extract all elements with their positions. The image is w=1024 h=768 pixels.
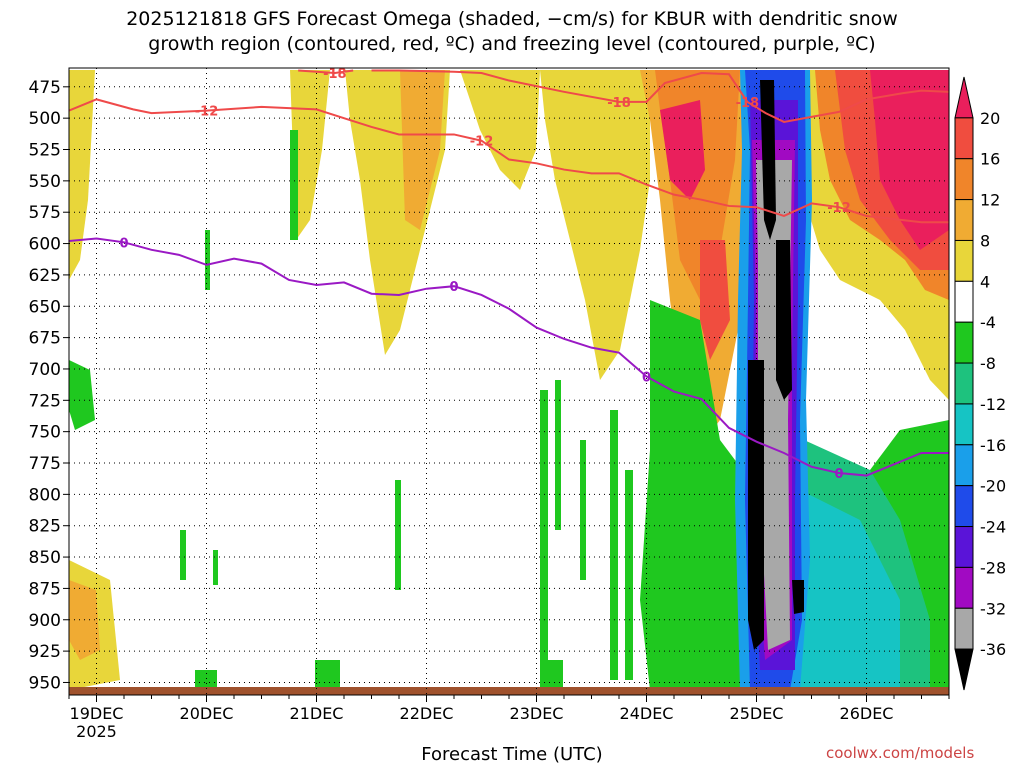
dgz-contour-minus18-main-label: -18 <box>736 96 760 111</box>
x-tick-label: 26DEC <box>840 704 894 723</box>
colorbar-bin <box>954 526 974 568</box>
colorbar-bin <box>954 158 974 201</box>
colorbar-bin <box>954 239 974 282</box>
freezing-level-contour-label: 0 <box>834 467 843 482</box>
dgz-contour-minus12-label: -12 <box>195 105 219 120</box>
y-tick-label: 850 <box>29 548 61 568</box>
colorbar-tick-label: -36 <box>980 640 1006 659</box>
x-axis: 19DEC 20DEC 21DEC 22DEC 23DEC 24DEC 25DEC 26DEC… <box>68 695 950 741</box>
y-tick-label: 725 <box>29 391 61 411</box>
colorbar-tick-label: -20 <box>980 477 1006 496</box>
y-tick-label: 650 <box>29 297 61 317</box>
y-tick-label: 500 <box>29 109 61 129</box>
dgz-contour-minus18-left <box>298 69 354 75</box>
x-tick-label: 19DEC <box>70 704 124 723</box>
colorbar-bin <box>954 485 974 528</box>
dgz-contour-minus12 <box>69 98 949 224</box>
colorbar-tick-label: -8 <box>980 354 996 373</box>
x-year-label: 2025 <box>76 722 117 741</box>
colorbar-tick-label: -16 <box>980 436 1006 455</box>
colorbar-bin <box>954 117 974 160</box>
y-tick-label: 675 <box>29 329 61 349</box>
x-tick-label: 20DEC <box>180 704 234 723</box>
contour-lines: -12 -12 -12 -18 -18 -18 0 0 0 0 <box>69 67 949 482</box>
y-tick-label: 525 <box>29 141 61 161</box>
colorbar-bin <box>954 403 974 446</box>
colorbar-tick-label: -12 <box>980 395 1006 414</box>
freezing-level-contour-label: 0 <box>642 370 651 385</box>
colorbar-tick-label: 16 <box>980 150 1000 169</box>
x-tick-label: 23DEC <box>510 704 564 723</box>
y-tick-label: 625 <box>29 266 61 286</box>
y-tick-label: 475 <box>29 78 61 98</box>
colorbar-tick-label: 4 <box>980 272 990 291</box>
freezing-level-contour-label: 0 <box>119 236 128 251</box>
y-tick-label: 700 <box>29 360 61 380</box>
y-tick-label: 600 <box>29 235 61 255</box>
y-tick-label: 550 <box>29 172 61 192</box>
y-tick-label: 800 <box>29 485 61 505</box>
colorbar-bin <box>954 199 974 241</box>
colorbar-tick-label: -28 <box>980 558 1006 577</box>
y-tick-label: 750 <box>29 423 61 443</box>
colorbar-top-triangle <box>954 76 974 119</box>
y-tick-label: 950 <box>29 673 61 693</box>
colorbar-tick-label: -32 <box>980 599 1006 618</box>
freezing-level-contour-label: 0 <box>449 280 458 295</box>
colorbar-bin <box>954 607 974 650</box>
credit-text: coolwx.com/models <box>826 744 975 762</box>
colorbar-tick-label: 20 <box>980 109 1000 128</box>
dgz-contour-minus12-label: -12 <box>470 135 494 150</box>
colorbar-bin <box>954 280 974 323</box>
dgz-contour-minus18-main <box>371 69 949 123</box>
x-tick-label: 22DEC <box>400 704 454 723</box>
y-tick-label: 775 <box>29 454 61 474</box>
x-tick-label: 24DEC <box>620 704 674 723</box>
y-tick-label: 575 <box>29 203 61 223</box>
colorbar-tick-label: -4 <box>980 313 996 332</box>
chart-title-line-1: 2025121818 GFS Forecast Omega (shaded, −… <box>126 8 898 30</box>
omega-shading <box>69 70 949 690</box>
x-tick-label: 21DEC <box>290 704 344 723</box>
grid-lines <box>69 68 949 695</box>
colorbar: 20 16 12 8 4 -4 -8 -12 -16 -20 -24 -28 -32 -36 <box>954 76 1006 691</box>
y-tick-label: 875 <box>29 579 61 599</box>
freezing-level-contour <box>69 237 949 477</box>
y-axis: 475 500 525 550 575 600 625 650 675 700 725 750 775 8… <box>29 78 69 693</box>
y-tick-label: 825 <box>29 517 61 537</box>
colorbar-bin <box>954 321 974 364</box>
y-tick-label: 900 <box>29 611 61 631</box>
colorbar-bin <box>954 444 974 487</box>
dgz-contour-minus18-main-label: -18 <box>607 96 631 111</box>
x-axis-label: Forecast Time (UTC) <box>421 744 603 765</box>
dgz-contour-minus12-label: -12 <box>827 201 851 216</box>
dgz-contour-minus18-left-label: -18 <box>323 67 347 82</box>
colorbar-tick-label: 8 <box>980 231 990 250</box>
colorbar-bin <box>954 566 974 609</box>
colorbar-bottom-triangle <box>954 648 974 691</box>
colorbar-tick-label: -24 <box>980 518 1006 537</box>
chart-title-line-2: growth region (contoured, red, ºC) and f… <box>148 33 876 55</box>
colorbar-tick-label: 12 <box>980 191 1000 210</box>
colorbar-bin <box>954 362 974 405</box>
y-tick-label: 925 <box>29 642 61 662</box>
x-tick-label: 25DEC <box>730 704 784 723</box>
terrain-strip <box>69 687 949 695</box>
